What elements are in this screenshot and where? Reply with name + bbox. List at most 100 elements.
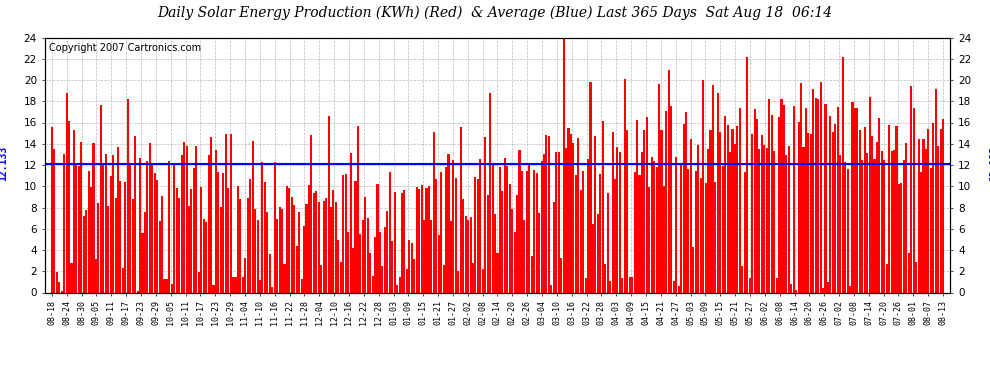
Bar — [220, 207, 222, 292]
Bar — [438, 235, 440, 292]
Bar — [171, 284, 173, 292]
Bar — [127, 99, 129, 292]
Bar — [421, 185, 423, 292]
Bar — [259, 280, 261, 292]
Bar — [673, 281, 675, 292]
Bar — [547, 136, 549, 292]
Bar — [452, 160, 454, 292]
Bar — [401, 193, 403, 292]
Bar — [95, 259, 97, 292]
Bar — [298, 212, 300, 292]
Bar — [291, 197, 293, 292]
Bar — [247, 198, 248, 292]
Bar — [142, 232, 144, 292]
Bar — [557, 152, 559, 292]
Bar — [333, 190, 335, 292]
Text: Copyright 2007 Cartronics.com: Copyright 2007 Cartronics.com — [50, 43, 201, 52]
Bar — [734, 144, 736, 292]
Bar — [577, 138, 579, 292]
Bar — [296, 246, 298, 292]
Bar — [472, 263, 474, 292]
Bar — [690, 140, 692, 292]
Bar — [871, 136, 873, 292]
Bar — [827, 282, 829, 292]
Bar — [687, 170, 689, 292]
Bar — [406, 269, 408, 292]
Bar — [935, 89, 937, 292]
Bar — [459, 127, 461, 292]
Bar — [418, 189, 420, 292]
Bar — [132, 200, 134, 292]
Bar — [650, 157, 652, 292]
Bar — [376, 184, 378, 292]
Bar — [913, 108, 915, 292]
Bar — [888, 124, 890, 292]
Bar — [286, 186, 288, 292]
Bar — [105, 154, 107, 292]
Bar — [732, 129, 734, 292]
Bar — [193, 168, 195, 292]
Bar — [680, 164, 682, 292]
Bar — [504, 158, 506, 292]
Bar — [655, 167, 657, 292]
Bar — [572, 143, 574, 292]
Bar — [65, 93, 67, 292]
Bar — [489, 93, 491, 292]
Bar — [599, 174, 601, 292]
Bar — [85, 210, 87, 292]
Bar — [509, 184, 511, 292]
Bar — [462, 199, 464, 292]
Bar — [773, 151, 775, 292]
Bar — [411, 243, 413, 292]
Bar — [464, 216, 466, 292]
Bar — [584, 278, 587, 292]
Bar — [868, 97, 870, 292]
Bar — [227, 188, 230, 292]
Bar — [567, 128, 569, 292]
Bar — [137, 291, 139, 292]
Bar — [130, 163, 132, 292]
Bar — [185, 146, 187, 292]
Bar — [660, 130, 662, 292]
Bar — [641, 152, 643, 292]
Bar — [190, 189, 192, 292]
Bar — [75, 165, 77, 292]
Bar — [918, 139, 920, 292]
Bar — [617, 147, 619, 292]
Bar — [345, 174, 346, 292]
Bar — [815, 99, 817, 292]
Bar — [386, 211, 388, 292]
Bar — [183, 141, 185, 292]
Bar — [589, 82, 592, 292]
Bar — [374, 237, 376, 292]
Bar — [381, 266, 383, 292]
Bar — [575, 176, 577, 292]
Bar — [742, 266, 743, 292]
Bar — [506, 166, 508, 292]
Bar — [271, 287, 273, 292]
Bar — [151, 163, 153, 292]
Bar — [443, 265, 445, 292]
Bar — [648, 187, 650, 292]
Bar — [125, 182, 127, 292]
Bar — [511, 210, 513, 292]
Bar — [173, 163, 175, 292]
Bar — [837, 107, 839, 292]
Bar — [313, 193, 315, 292]
Bar — [413, 258, 415, 292]
Bar — [602, 121, 604, 292]
Bar — [340, 262, 342, 292]
Bar — [315, 190, 318, 292]
Bar — [60, 291, 62, 292]
Bar — [235, 277, 237, 292]
Bar — [695, 171, 697, 292]
Bar — [254, 209, 256, 292]
Bar — [552, 202, 554, 292]
Bar — [910, 86, 912, 292]
Bar — [685, 112, 687, 292]
Bar — [534, 170, 536, 292]
Bar — [369, 254, 371, 292]
Bar — [751, 134, 753, 292]
Bar — [538, 213, 541, 292]
Bar — [604, 264, 606, 292]
